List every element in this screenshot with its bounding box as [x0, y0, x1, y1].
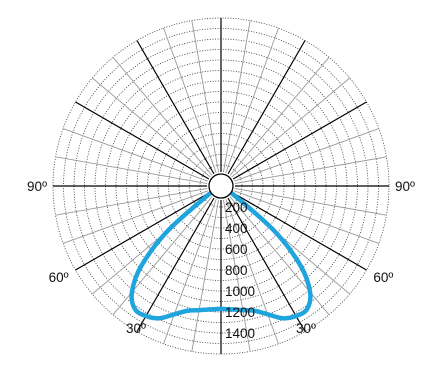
angle-tick-label: 30º — [296, 321, 316, 336]
series-line-0 — [129, 183, 313, 321]
angle-tick-labels: 90º 90º 60º 60º 30º 30º — [27, 179, 415, 336]
minor-spoke — [234, 190, 380, 244]
minor-spoke — [163, 199, 217, 345]
minor-spoke — [231, 77, 350, 178]
minor-spoke — [191, 20, 220, 173]
radial-tick-label: 400 — [225, 221, 248, 236]
major-spoke — [75, 192, 210, 271]
radial-tick-label: 1200 — [225, 305, 255, 320]
minor-spoke — [225, 199, 279, 345]
minor-spoke — [92, 77, 211, 178]
radial-tick-labels: 200 400 600 800 1000 1200 1400 — [225, 200, 255, 341]
minor-spoke — [112, 196, 213, 315]
minor-spoke — [112, 57, 213, 176]
radial-tick-label: 200 — [225, 200, 248, 215]
series-layer — [129, 183, 313, 321]
major-spoke — [232, 101, 367, 180]
minor-spoke — [191, 199, 220, 352]
minor-spoke — [55, 187, 208, 216]
radial-tick-label: 800 — [225, 263, 248, 278]
minor-spoke — [229, 57, 330, 176]
minor-spoke — [222, 199, 251, 352]
minor-spoke — [234, 156, 387, 185]
angle-tick-label: 60º — [49, 270, 69, 285]
minor-spoke — [234, 128, 380, 182]
center-circle-ring — [208, 173, 234, 199]
major-grid — [53, 18, 389, 354]
radial-tick-label: 600 — [225, 242, 248, 257]
minor-spoke — [234, 187, 387, 216]
minor-spoke — [163, 27, 217, 173]
major-spoke — [227, 197, 306, 332]
minor-spoke — [55, 156, 208, 185]
major-spoke — [75, 101, 210, 180]
major-spoke — [227, 40, 306, 175]
minor-spoke — [225, 27, 279, 173]
center-circle — [208, 173, 234, 199]
minor-spoke — [222, 20, 251, 173]
radial-tick-label: 1400 — [225, 326, 255, 341]
minor-spoke — [62, 128, 208, 182]
radial-tick-label: 1000 — [225, 284, 255, 299]
major-spoke — [232, 192, 367, 271]
angle-tick-label: 30º — [126, 321, 146, 336]
angle-tick-label: 90º — [395, 179, 415, 194]
minor-spoke — [62, 190, 208, 244]
major-spoke — [136, 197, 215, 332]
angle-tick-label: 60º — [373, 270, 393, 285]
major-spoke — [136, 40, 215, 175]
angle-tick-label: 90º — [27, 179, 47, 194]
